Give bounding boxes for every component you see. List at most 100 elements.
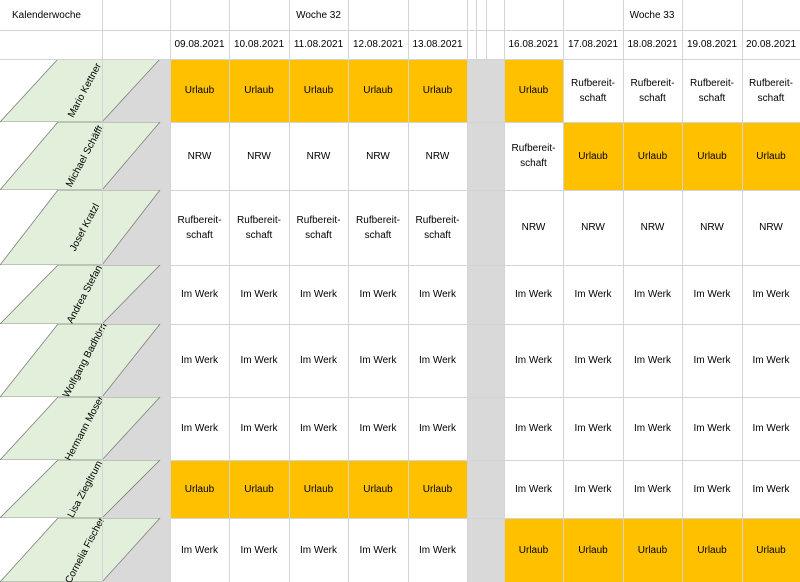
schedule-cell[interactable]: Im Werk [514, 483, 553, 495]
schedule-cell[interactable]: Im Werk [418, 423, 457, 434]
schedule-cell[interactable]: Im Werk [359, 544, 397, 556]
schedule-cell[interactable]: Im Werk [574, 423, 612, 434]
schedule-cell[interactable]: Urlaub [563, 518, 623, 582]
schedule-cell[interactable]: Urlaub [682, 518, 742, 582]
date-header[interactable]: 16.08.2021 [508, 39, 559, 50]
employee-name-cell[interactable]: Andrea Stefan [0, 265, 170, 324]
schedule-cell[interactable]: Urlaub [289, 460, 348, 518]
date-header[interactable]: 12.08.2021 [352, 39, 404, 50]
employee-name-cell[interactable]: Josef Kratzl [0, 190, 170, 265]
schedule-cell[interactable]: Urlaub [682, 122, 742, 190]
schedule-cell[interactable]: Rufbereit- schaft [237, 214, 281, 241]
date-header[interactable]: 17.08.2021 [567, 39, 619, 50]
schedule-cell[interactable]: Urlaub [289, 59, 348, 122]
employee-name-cell[interactable]: Cornelia Fischer [0, 518, 170, 582]
schedule-cell[interactable]: Im Werk [299, 289, 338, 300]
schedule-cell[interactable]: Rufbereit- schaft [296, 214, 341, 241]
schedule-cell[interactable]: Im Werk [633, 355, 672, 366]
schedule-cell[interactable]: Urlaub [408, 460, 467, 518]
schedule-cell[interactable]: NRW [521, 222, 546, 233]
schedule-cell[interactable]: Im Werk [752, 355, 790, 366]
schedule-cell[interactable]: Im Werk [299, 355, 338, 366]
schedule-cell[interactable]: Urlaub [229, 59, 289, 122]
schedule-cell[interactable]: Im Werk [240, 544, 278, 556]
schedule-cell[interactable]: Rufbereit- schaft [356, 214, 400, 241]
schedule-cell[interactable]: Im Werk [693, 355, 731, 366]
schedule-cell[interactable]: Urlaub [348, 460, 408, 518]
schedule-cell[interactable]: Urlaub [623, 518, 682, 582]
schedule-cell[interactable]: Im Werk [693, 289, 731, 300]
employee-name-cell[interactable]: Lisa Ziegltrum [0, 460, 170, 518]
schedule-cell[interactable]: NRW [640, 222, 665, 233]
schedule-cell[interactable]: Im Werk [693, 483, 731, 495]
schedule-cell[interactable]: Rufbereit- schaft [177, 214, 222, 241]
schedule-cell[interactable]: Im Werk [693, 423, 731, 434]
schedule-cell[interactable]: Im Werk [633, 483, 672, 495]
schedule-cell[interactable]: NRW [700, 222, 724, 233]
schedule-cell[interactable]: Im Werk [574, 289, 612, 300]
schedule-cell[interactable]: Im Werk [418, 355, 457, 366]
schedule-cell[interactable]: NRW [247, 150, 271, 162]
schedule-cell[interactable]: Urlaub [408, 59, 467, 122]
schedule-cell[interactable]: Urlaub [742, 518, 800, 582]
schedule-cell[interactable]: Im Werk [240, 289, 278, 300]
schedule-cell[interactable]: Rufbereit- schaft [415, 214, 460, 241]
schedule-cell[interactable]: Im Werk [299, 544, 338, 556]
schedule-cell[interactable]: Urlaub [170, 460, 229, 518]
employee-name-cell[interactable]: Michael Schäfft [0, 122, 170, 190]
date-header[interactable]: 11.08.2021 [293, 39, 344, 50]
schedule-cell[interactable]: Rufbereit- schaft [630, 77, 675, 104]
schedule-cell[interactable]: Im Werk [359, 423, 397, 434]
schedule-cell[interactable]: Im Werk [633, 289, 672, 300]
schedule-cell[interactable]: Im Werk [633, 423, 672, 434]
schedule-cell[interactable]: Urlaub [563, 122, 623, 190]
schedule-cell[interactable]: Im Werk [180, 544, 219, 556]
schedule-cell[interactable]: Im Werk [514, 423, 553, 434]
schedule-cell[interactable]: Rufbereit- schaft [749, 77, 793, 104]
schedule-cell[interactable]: NRW [306, 150, 331, 162]
schedule-cell[interactable]: Im Werk [240, 355, 278, 366]
schedule-cell[interactable]: NRW [187, 150, 212, 162]
employee-name-cell[interactable]: Wolfgang Badhörn [0, 324, 170, 397]
schedule-cell[interactable]: Im Werk [240, 423, 278, 434]
schedule-cell[interactable]: Im Werk [514, 289, 553, 300]
schedule-cell[interactable]: Urlaub [348, 59, 408, 122]
week-header-33[interactable]: Woche 33 [629, 9, 675, 21]
schedule-cell[interactable]: NRW [425, 150, 450, 162]
schedule-cell[interactable]: Im Werk [574, 355, 612, 366]
schedule-cell[interactable]: Im Werk [752, 289, 790, 300]
employee-name-cell[interactable]: Hermann Moser [0, 397, 170, 460]
date-header[interactable]: 09.08.2021 [174, 39, 225, 50]
date-header[interactable]: 18.08.2021 [627, 39, 678, 50]
schedule-cell[interactable]: Urlaub [623, 122, 682, 190]
schedule-cell[interactable]: Rufbereit- schaft [571, 77, 615, 104]
schedule-cell[interactable]: Im Werk [418, 289, 457, 300]
schedule-cell[interactable]: Rufbereit- schaft [690, 77, 734, 104]
schedule-cell[interactable]: Im Werk [180, 355, 219, 366]
schedule-cell[interactable]: Im Werk [752, 423, 790, 434]
week-header-32[interactable]: Woche 32 [296, 9, 341, 21]
schedule-cell[interactable]: Rufbereit- schaft [511, 143, 556, 169]
schedule-cell[interactable]: Im Werk [359, 355, 397, 366]
date-header[interactable]: 13.08.2021 [412, 39, 463, 50]
schedule-cell[interactable]: Urlaub [170, 59, 229, 122]
date-header[interactable]: 10.08.2021 [233, 39, 285, 50]
schedule-cell[interactable]: NRW [366, 150, 390, 162]
schedule-cell[interactable]: NRW [759, 222, 783, 233]
schedule-cell[interactable]: Im Werk [180, 289, 219, 300]
schedule-cell[interactable]: Im Werk [514, 355, 553, 366]
date-header[interactable]: 19.08.2021 [686, 39, 738, 50]
schedule-cell[interactable]: Im Werk [180, 423, 219, 434]
schedule-cell[interactable]: Im Werk [752, 483, 790, 495]
schedule-cell[interactable]: Urlaub [504, 59, 563, 122]
employee-name-cell[interactable]: Mario Kettner [0, 59, 170, 122]
schedule-cell[interactable]: Urlaub [229, 460, 289, 518]
schedule-cell[interactable]: Im Werk [359, 289, 397, 300]
schedule-cell[interactable]: Im Werk [574, 483, 612, 495]
schedule-cell[interactable]: Urlaub [742, 122, 800, 190]
schedule-cell[interactable]: Im Werk [418, 544, 457, 556]
schedule-cell[interactable]: Urlaub [504, 518, 563, 582]
date-header[interactable]: 20.08.2021 [745, 39, 797, 50]
corner-label[interactable]: Kalenderwoche [12, 9, 81, 21]
schedule-cell[interactable]: NRW [581, 222, 605, 233]
